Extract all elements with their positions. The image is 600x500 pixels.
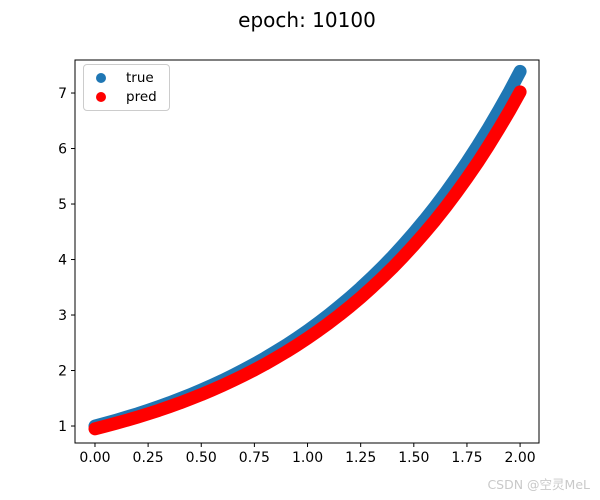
- x-tick-label: 1.00: [292, 450, 323, 466]
- x-tick-label: 0.25: [133, 450, 164, 466]
- y-tick-label: 4: [58, 253, 67, 269]
- y-tick-label: 5: [58, 197, 67, 213]
- watermark: CSDN @空灵MeL: [487, 477, 590, 492]
- x-tick-label: 1.25: [345, 450, 376, 466]
- legend-item-pred: pred: [96, 88, 169, 106]
- axes-frame: [74, 59, 540, 444]
- series-pred-curve: [88, 85, 527, 436]
- chart-title: epoch: 10100: [238, 8, 376, 32]
- y-tick-label: 1: [58, 419, 67, 435]
- y-tick-label: 3: [58, 308, 67, 324]
- x-tick-label: 1.75: [451, 450, 482, 466]
- x-tick-label: 0.00: [79, 450, 110, 466]
- legend-label-true: true: [126, 70, 154, 87]
- legend-item-true: true: [96, 69, 169, 87]
- y-tick-label: 6: [58, 142, 67, 158]
- x-tick-label: 0.75: [239, 450, 270, 466]
- legend-label-pred: pred: [126, 88, 157, 105]
- y-tick-label: 7: [58, 86, 67, 102]
- legend-marker-pred-icon: [96, 91, 106, 102]
- legend: true pred: [83, 64, 170, 111]
- legend-marker-true-icon: [96, 73, 106, 84]
- y-tick-label: 2: [58, 364, 67, 380]
- x-tick-label: 2.00: [504, 450, 535, 466]
- x-tick-label: 1.50: [398, 450, 429, 466]
- x-tick-label: 0.50: [186, 450, 217, 466]
- series-true-curve: [88, 64, 527, 433]
